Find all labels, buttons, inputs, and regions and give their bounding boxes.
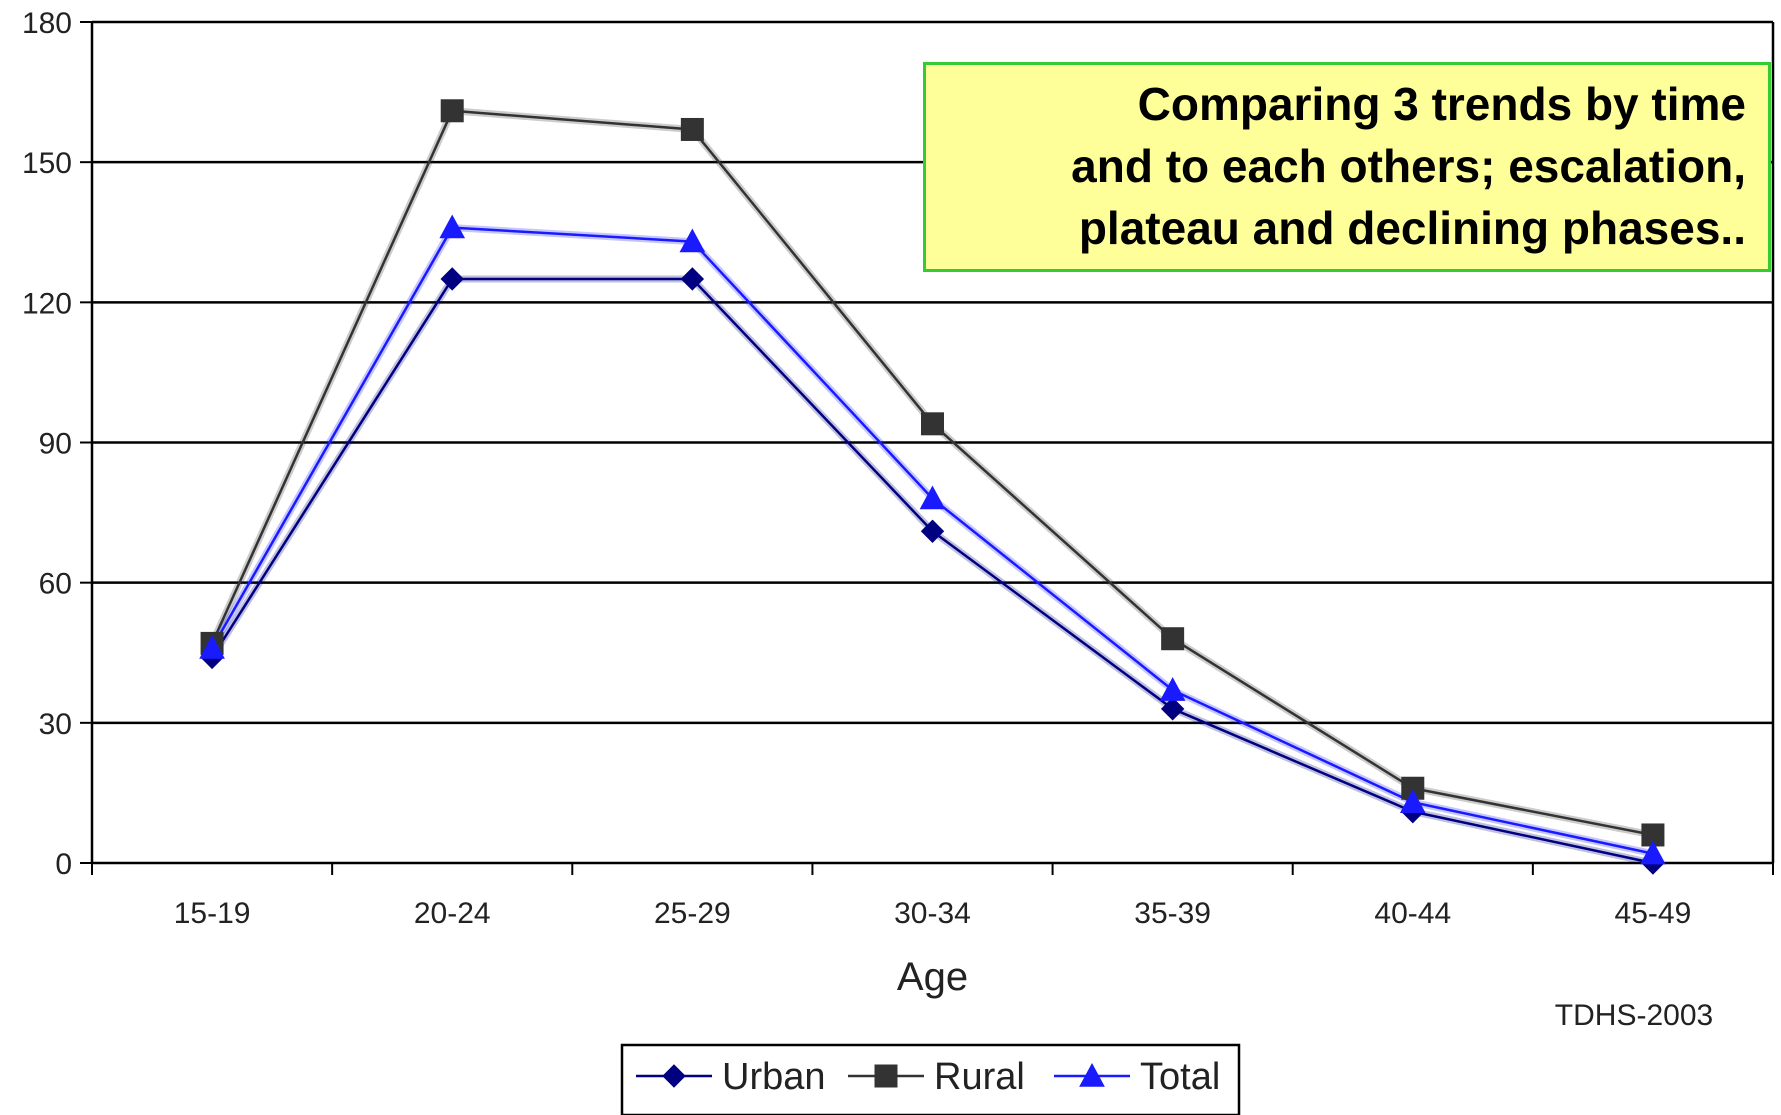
x-tick-label: 30-34 [894,897,971,930]
y-tick-label: 0 [55,848,72,881]
legend-label-total: Total [1140,1056,1220,1098]
total-point [919,485,946,510]
total-point [1159,677,1186,701]
annotation-callout: Comparing 3 trends by time and to each o… [923,62,1771,272]
total-point [439,214,466,239]
x-tick-label: 25-29 [654,897,731,930]
total-point [199,635,225,659]
urban-point [440,267,464,291]
y-tick-label: 120 [22,287,72,320]
legend-label-rural: Rural [934,1056,1025,1098]
rural-point [921,412,944,436]
urban-line [211,277,1654,865]
legend-marker-total [1079,1062,1105,1087]
total-point [679,228,706,253]
annotation-line-1: Comparing 3 trends by time [1137,78,1746,130]
legend-marker-urban [662,1064,686,1088]
x-tick-label: 45-49 [1615,897,1692,930]
urban-point [920,519,945,543]
urban-line-halo [209,275,1654,867]
y-tick-label: 150 [22,147,72,180]
legend-box [620,1043,1241,1115]
x-tick-label: 15-19 [174,897,251,930]
data-markers [199,99,1666,875]
y-tick-label: 180 [22,7,72,40]
annotation-line-2: and to each others; escalation, [1071,140,1746,192]
total-point [1399,789,1426,813]
rural-point [440,99,464,123]
x-axis-title: Age [897,955,968,999]
urban-point [680,267,705,291]
source-label: TDHS-2003 [1555,999,1713,1032]
axes: 0 30 60 90 120 150 180 15-19 20-24 25-29 30-34 35-3… [22,7,1775,930]
legend: Urban Rural Total [620,1043,1241,1115]
y-tick-label: 30 [39,708,72,741]
x-tick-label: 40-44 [1374,897,1451,930]
urban-point [1160,697,1185,721]
rural-point [680,117,704,141]
x-tick-label: 35-39 [1134,897,1211,930]
x-tick-label: 20-24 [414,897,491,930]
rural-point [1161,627,1185,651]
y-tick-label: 90 [39,428,72,461]
total-point [1640,840,1666,865]
legend-label-urban: Urban [722,1056,826,1098]
annotation-line-3: plateau and declining phases.. [1078,202,1746,254]
legend-marker-rural [874,1064,898,1088]
y-tick-label: 60 [39,568,72,601]
